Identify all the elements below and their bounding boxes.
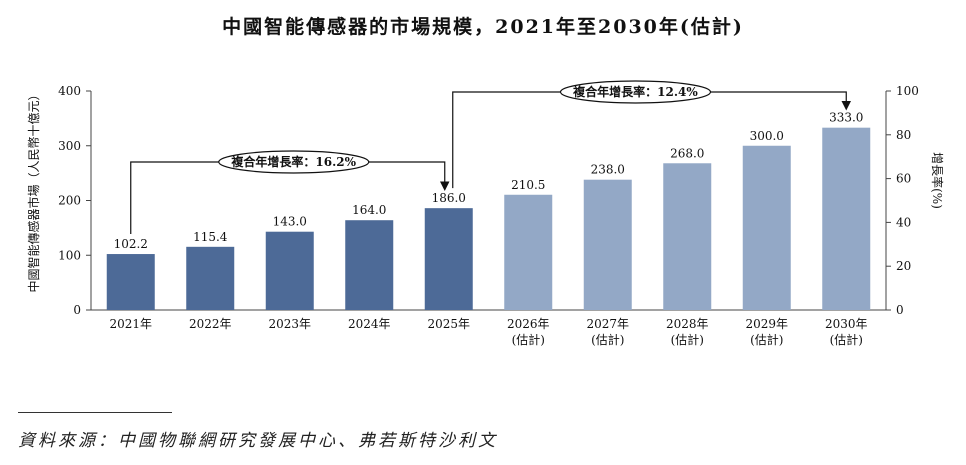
x-tick-label: 2027年 [586, 317, 629, 331]
y-tick-label: 400 [58, 84, 81, 98]
data-label: 102.2 [114, 237, 148, 251]
data-label: 186.0 [432, 191, 466, 205]
cagr-ellipse [218, 150, 370, 174]
bar [504, 194, 553, 310]
x-tick-label: 2021年 [109, 317, 152, 331]
y-axis-label: 中國智能傳感器市場（人民幣十億元） [26, 88, 41, 292]
bar [742, 145, 791, 310]
x-tick-label: 2024年 [348, 317, 391, 331]
cagr-label: 複合年增長率：12.4% [572, 84, 698, 99]
data-label: 164.0 [352, 203, 386, 217]
y-tick-label: 200 [58, 194, 81, 208]
x-tick-sublabel: (估計) [830, 332, 863, 347]
x-tick-label: 2028年 [666, 317, 709, 331]
y-tick-label: 300 [58, 139, 81, 153]
cagr-label: 複合年增長率：16.2% [230, 154, 356, 169]
x-tick-label: 2023年 [268, 317, 311, 331]
chart-title: 中國智能傳感器的市場規模，2021年至2030年(估計) [222, 16, 744, 38]
data-label: 333.0 [829, 111, 863, 125]
y2-axis-label: 增長率(%) [930, 152, 945, 209]
y2-tick-label: 0 [896, 303, 904, 317]
y2-tick-label: 20 [896, 259, 911, 273]
bar [186, 246, 235, 310]
x-tick-label: 2025年 [427, 317, 470, 331]
bar [822, 127, 871, 311]
x-tick-sublabel: (估計) [512, 332, 545, 347]
bar [265, 231, 314, 310]
bar [424, 208, 473, 310]
y-tick-label: 100 [58, 248, 81, 262]
data-label: 300.0 [750, 129, 784, 143]
data-label: 268.0 [670, 146, 704, 160]
x-tick-sublabel: (估計) [750, 332, 783, 347]
y-tick-label: 0 [73, 303, 81, 317]
bar [345, 220, 394, 310]
y2-tick-label: 80 [896, 128, 911, 142]
y2-tick-label: 40 [896, 215, 911, 229]
data-label: 210.5 [511, 178, 545, 192]
y2-tick-label: 60 [896, 172, 911, 186]
bar-chart: 0 100 200 300 400 0 20 40 60 80 100 中國智能傳感器市場（人民幣十億… [26, 80, 945, 347]
bar [663, 163, 712, 310]
x-tick-sublabel: (估計) [591, 332, 624, 347]
source-note: 資料來源：中國物聯網研究發展中心、弗若斯特沙利文 [18, 431, 498, 451]
x-tick-sublabel: (估計) [671, 332, 704, 347]
x-tick-label: 2030年 [825, 317, 868, 331]
x-tick-label: 2029年 [745, 317, 788, 331]
bar [106, 254, 155, 310]
x-tick-label: 2026年 [507, 317, 550, 331]
cagr-ellipse [559, 80, 712, 104]
data-label: 115.4 [193, 230, 228, 244]
footnote-rule [18, 412, 172, 413]
data-label: 143.0 [273, 215, 307, 229]
x-tick-label: 2022年 [189, 317, 232, 331]
y2-tick-label: 100 [896, 84, 919, 98]
data-label: 238.0 [591, 163, 625, 177]
bar [583, 179, 632, 310]
